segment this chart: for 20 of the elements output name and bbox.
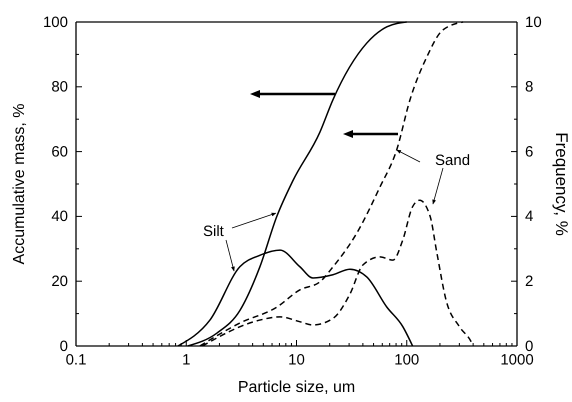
- y-axis-title: Accumulative mass, %: [11, 104, 28, 264]
- y2-tick-label: 2: [525, 273, 534, 290]
- annotation: Silt: [203, 223, 225, 240]
- y2-tick-label: 4: [525, 208, 534, 226]
- x-tick-label: 10: [288, 352, 305, 369]
- y2-tick-label: 10: [525, 14, 542, 31]
- x-axis-title: Particle size, um: [238, 379, 356, 396]
- x-tick-label: 0.1: [66, 352, 86, 369]
- y-tick-label: 40: [51, 208, 68, 226]
- y-tick-label: 80: [51, 78, 68, 96]
- x-tick-label: 1: [182, 352, 190, 369]
- y-tick-label: 60: [51, 143, 68, 160]
- annotation: Sand: [435, 152, 470, 169]
- y-tick-label: 20: [51, 273, 68, 290]
- x-tick-label: 100: [394, 352, 420, 369]
- y-tick-label: 100: [42, 14, 68, 31]
- y2-tick-label: 6: [525, 143, 534, 160]
- y2-tick-label: 8: [525, 78, 534, 96]
- y-tick-label: 0: [60, 338, 68, 355]
- y2-axis-title: Frequency, %: [552, 132, 571, 236]
